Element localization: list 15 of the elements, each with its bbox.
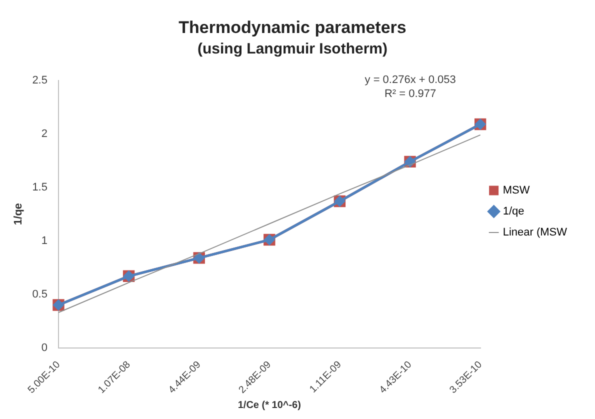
- annotation: y = 0.276x + 0.053: [364, 74, 456, 86]
- y-tick-label: 1: [41, 234, 48, 247]
- legend-label: MSW: [502, 184, 530, 197]
- legend-label: Linear (MSW: [502, 226, 568, 239]
- x-axis-title: 1/Ce (* 10^-6): [238, 400, 301, 411]
- y-axis-title: 1/qe: [12, 203, 25, 226]
- legend-label: 1/qe: [502, 206, 524, 218]
- y-tick-label: 1.5: [32, 181, 48, 194]
- chart-subtitle: (using Langmuir Isotherm): [197, 40, 388, 58]
- y-tick-label: 0: [41, 342, 48, 354]
- y-tick-label: 2.5: [32, 74, 48, 86]
- chart-title: Thermodynamic parameters: [178, 18, 406, 37]
- y-tick-label: 0.5: [32, 288, 48, 300]
- annotation: R² = 0.977: [384, 88, 436, 100]
- y-tick-label: 2: [41, 128, 48, 140]
